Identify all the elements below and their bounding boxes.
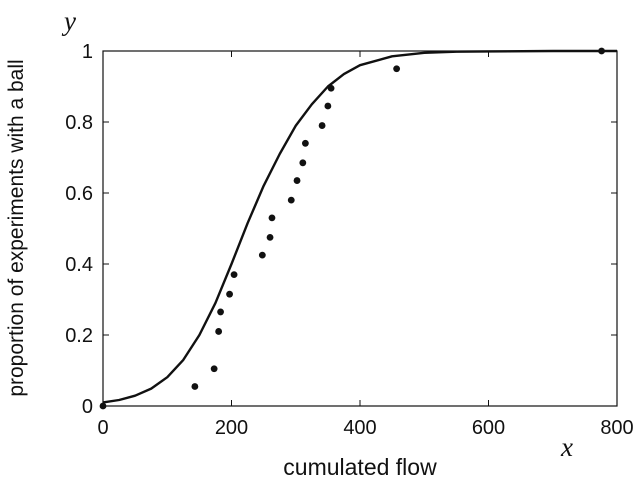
y-tick-label: 0.8	[65, 112, 93, 134]
data-point	[191, 383, 199, 390]
data-point	[324, 102, 332, 110]
y-axis-title: proportion of experiments with a ball	[5, 59, 28, 396]
x-tick-label: 200	[215, 417, 248, 439]
data-point	[230, 271, 238, 279]
data-point	[217, 308, 224, 316]
y-tick-label: 1	[82, 41, 93, 63]
fit-curve-layer	[102, 49, 617, 404]
x-axis-ticks: 0 200 400 600 800	[97, 51, 634, 439]
y-axis-ticks: 0 0.2 0.4 0.6 0.8 1	[65, 41, 617, 418]
y-tick-label: 0.6	[65, 183, 93, 205]
data-point	[226, 290, 233, 298]
fit-curve	[102, 49, 617, 404]
data-point	[266, 233, 274, 241]
data-point	[293, 177, 301, 184]
data-point	[301, 139, 309, 147]
y-tick-label: 0	[82, 396, 93, 418]
data-point	[393, 65, 401, 73]
data-point	[210, 365, 218, 373]
data-point	[287, 196, 295, 204]
data-point	[268, 214, 276, 222]
x-axis-title: cumulated flow	[283, 454, 437, 480]
x-tick-label: 600	[472, 417, 505, 439]
data-point	[258, 251, 266, 259]
y-tick-label: 0.4	[65, 254, 93, 276]
data-point	[299, 159, 307, 167]
y-variable-label: y	[61, 6, 76, 36]
y-tick-label: 0.2	[65, 325, 93, 347]
plot-frame	[102, 50, 618, 407]
data-point	[99, 402, 107, 410]
data-point	[318, 122, 326, 129]
x-variable-label: x	[560, 432, 573, 462]
x-tick-label: 0	[97, 417, 108, 439]
x-tick-label: 800	[600, 417, 633, 439]
data-points-layer	[99, 47, 605, 410]
data-point	[598, 47, 605, 55]
x-tick-label: 400	[343, 417, 376, 439]
data-point	[327, 84, 335, 92]
data-point	[215, 328, 223, 335]
